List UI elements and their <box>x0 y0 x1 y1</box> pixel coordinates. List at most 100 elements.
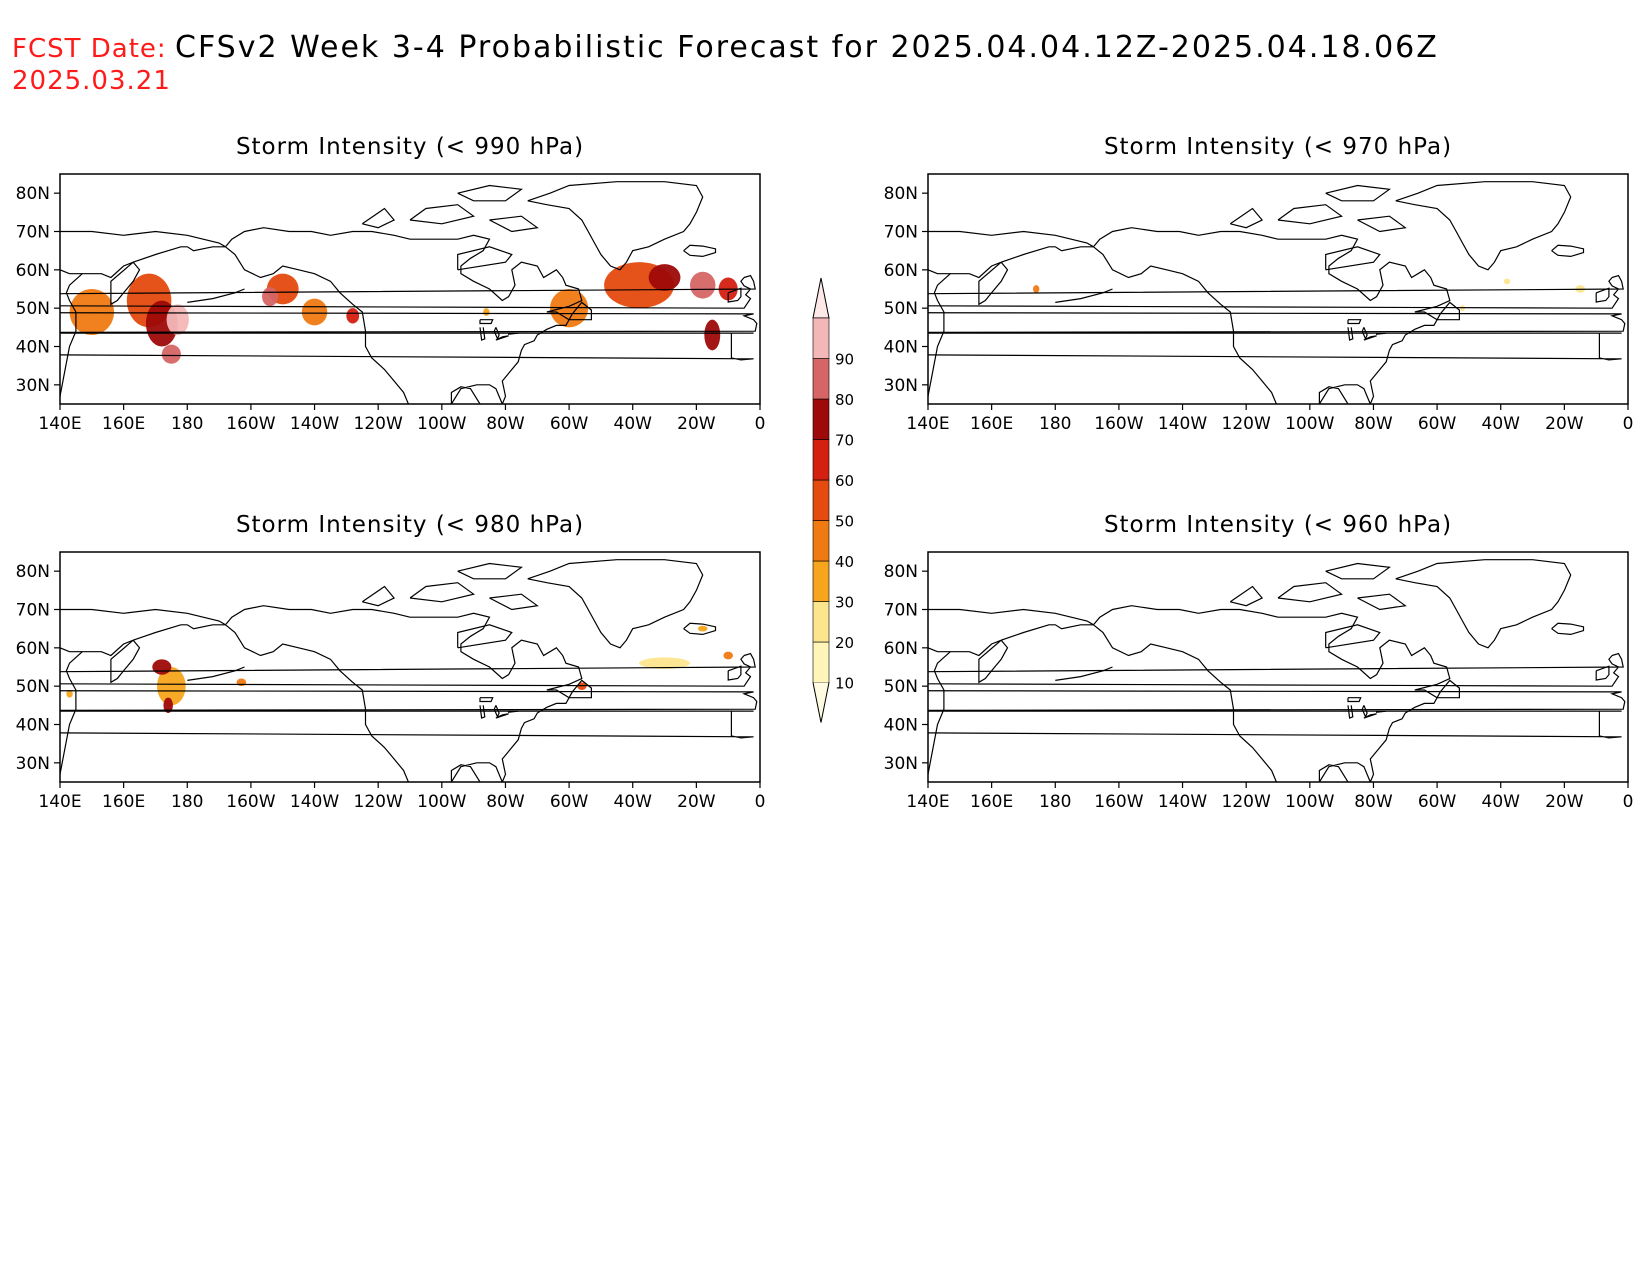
colorbar-label: 20 <box>835 634 854 652</box>
coastline <box>1357 215 1407 233</box>
probability-area <box>262 287 278 307</box>
lat-tick-label: 40N <box>16 716 50 736</box>
colorbar-label: 60 <box>835 472 854 490</box>
coastline <box>225 227 583 404</box>
coastline <box>361 585 396 607</box>
lon-tick-label: 60W <box>1418 414 1457 434</box>
probability-area <box>1033 285 1040 293</box>
lat-tick-label: 30N <box>16 376 50 396</box>
lat-tick-label: 30N <box>884 376 918 396</box>
lat-tick-label: 40N <box>16 338 50 358</box>
probability-area <box>66 690 73 698</box>
coastline <box>1277 582 1344 603</box>
lon-tick-label: 140E <box>38 414 81 434</box>
lon-tick-label: 120W <box>354 414 403 434</box>
coastline <box>1376 332 1387 335</box>
coastline <box>1229 207 1264 229</box>
map-frame <box>927 551 1629 783</box>
colorbar-swatch <box>812 358 830 400</box>
lon-tick-label: 120W <box>1222 792 1271 812</box>
lat-tick-label: 40N <box>884 716 918 736</box>
lat-tick-label: 70N <box>16 223 50 243</box>
coastline <box>187 288 245 303</box>
lon-tick-label: 140W <box>290 792 339 812</box>
lat-tick-label: 50N <box>16 299 50 319</box>
map-frame <box>59 173 761 405</box>
map-panel-p980: Storm Intensity (< 980 hPa) 140E 160E 180 16… <box>16 512 766 812</box>
lon-tick-label: 120W <box>354 792 403 812</box>
lon-tick-label: 140E <box>906 414 949 434</box>
lon-tick-label: 40W <box>1482 414 1521 434</box>
coastline <box>1357 593 1407 611</box>
panel-title: Storm Intensity (< 960 hPa) <box>1104 512 1452 538</box>
lat-tick-label: 70N <box>884 601 918 621</box>
lon-tick-label: 100W <box>1285 792 1334 812</box>
lon-tick-label: 100W <box>417 414 466 434</box>
coastline <box>683 244 717 258</box>
coastline <box>928 652 1624 687</box>
probability-area <box>163 697 173 713</box>
colorbar-bottom-arrow <box>812 682 830 723</box>
coastline <box>60 690 758 711</box>
lon-tick-label: 20W <box>677 792 716 812</box>
panel-plot-area <box>928 181 1626 404</box>
probability-area <box>648 264 681 291</box>
lon-tick-label: 20W <box>1545 792 1584 812</box>
lat-tick-label: 40N <box>884 338 918 358</box>
forecast-date-value: 2025.03.21 <box>12 66 171 96</box>
coastline <box>60 246 226 397</box>
colorbar-swatch <box>812 479 830 521</box>
lon-tick-label: 160E <box>970 414 1013 434</box>
lon-tick-label: 60W <box>550 414 589 434</box>
coastline <box>187 666 245 681</box>
coastline <box>479 697 494 703</box>
panel-title: Storm Intensity (< 980 hPa) <box>236 512 584 538</box>
coastline <box>1395 559 1572 649</box>
colorbar-swatch <box>812 520 830 562</box>
lat-tick-label: 70N <box>16 601 50 621</box>
colorbar-label: 30 <box>835 594 854 612</box>
coastline <box>489 215 539 233</box>
map-panel-p960: Storm Intensity (< 960 hPa) 140E 160E 180 16… <box>884 512 1634 812</box>
probability-area <box>157 667 186 706</box>
panel-title: Storm Intensity (< 970 hPa) <box>1104 134 1452 160</box>
lat-tick-label: 80N <box>884 562 918 582</box>
coastline <box>928 246 1094 397</box>
coastline <box>479 327 486 341</box>
coastline <box>1093 605 1451 782</box>
coastline <box>457 246 513 271</box>
coastline <box>1595 665 1610 681</box>
coastline <box>479 319 494 325</box>
coastline <box>508 710 519 713</box>
lat-tick-label: 60N <box>16 261 50 281</box>
lat-tick-label: 80N <box>16 184 50 204</box>
coastline <box>928 608 1094 626</box>
coastline <box>225 605 583 782</box>
coastline <box>727 665 742 681</box>
lon-tick-label: 80W <box>486 414 525 434</box>
coastline <box>1093 227 1451 404</box>
coastline <box>1551 622 1585 636</box>
coastline <box>409 582 476 603</box>
coastline <box>457 562 523 580</box>
coastline <box>1347 697 1362 703</box>
lon-tick-label: 140E <box>906 792 949 812</box>
panel-plot-area <box>928 559 1626 782</box>
coastline <box>457 184 523 202</box>
coastline <box>60 652 756 687</box>
coastline <box>527 181 704 271</box>
lon-tick-label: 160E <box>970 792 1013 812</box>
colorbar-label: 90 <box>835 351 854 369</box>
figure-title: CFSv2 Week 3-4 Probabilistic Forecast fo… <box>175 30 1439 65</box>
coastline <box>727 287 742 303</box>
lat-tick-label: 30N <box>16 754 50 774</box>
lon-tick-label: 100W <box>1285 414 1334 434</box>
coastline <box>1347 319 1362 325</box>
lon-tick-label: 180 <box>171 792 203 812</box>
coastline <box>508 332 519 335</box>
colorbar-swatch <box>812 641 830 683</box>
lon-tick-label: 160W <box>226 414 275 434</box>
coastline <box>60 647 83 653</box>
probability-area <box>639 657 691 669</box>
lat-tick-label: 80N <box>884 184 918 204</box>
